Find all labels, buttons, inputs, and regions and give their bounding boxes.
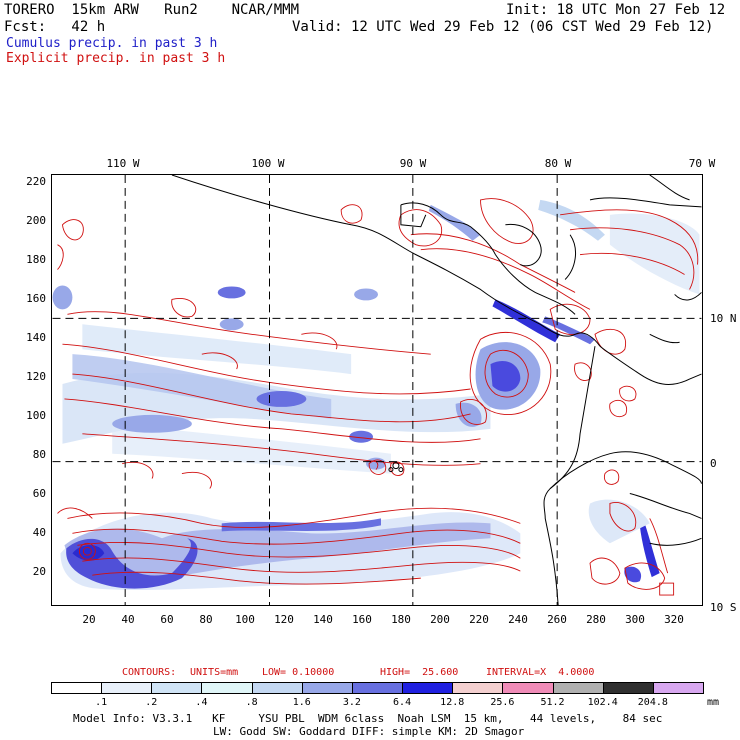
- y-tick-label: 180: [26, 253, 46, 266]
- y-tick-label: 40: [32, 526, 46, 539]
- header-valid-time: Valid: 12 UTC Wed 29 Feb 12 (06 CST Wed …: [292, 19, 714, 35]
- header-forecast-hour: Fcst: 42 h: [4, 19, 106, 35]
- colorbar-label: .8: [245, 697, 258, 708]
- lon-label: 70 W: [688, 157, 716, 170]
- colorbar-swatch: [201, 682, 253, 694]
- lon-label: 110 W: [106, 157, 140, 170]
- colorbar-swatch: [552, 682, 604, 694]
- colorbar-swatch: [652, 682, 704, 694]
- colorbar-label: 6.4: [393, 697, 412, 708]
- header-model-run: TORERO 15km ARW Run2 NCAR/MMM: [4, 2, 300, 18]
- precip-map: [51, 174, 703, 606]
- colorbar-label: 102.4: [587, 697, 618, 708]
- x-tick-label: 20: [82, 613, 96, 626]
- colorbar-label: .4: [195, 697, 208, 708]
- colorbar-swatch: [602, 682, 654, 694]
- x-tick-label: 260: [547, 613, 567, 626]
- x-tick-label: 220: [469, 613, 489, 626]
- footer-physics-info: LW: Godd SW: Goddard DIFF: simple KM: 2D…: [213, 725, 525, 738]
- x-tick-label: 40: [121, 613, 135, 626]
- colorbar-label: .1: [95, 697, 108, 708]
- lat-label: 10 N: [710, 312, 737, 325]
- x-tick-label: 200: [430, 613, 450, 626]
- x-tick-label: 60: [160, 613, 174, 626]
- colorbar-label: 51.2: [540, 697, 565, 708]
- legend-explicit-precip: Explicit precip. in past 3 h: [6, 51, 226, 66]
- coastlines: [171, 175, 702, 605]
- x-tick-label: 120: [274, 613, 294, 626]
- y-tick-label: 220: [26, 175, 46, 188]
- y-tick-label: 80: [32, 448, 46, 461]
- contours-high: HIGH= 25.600: [380, 667, 459, 678]
- lon-label: 80 W: [544, 157, 572, 170]
- colorbar-swatch: [151, 682, 203, 694]
- y-tick-label: 120: [26, 370, 46, 383]
- contours-label: CONTOURS:: [122, 667, 177, 678]
- x-tick-label: 240: [508, 613, 528, 626]
- x-tick-label: 160: [352, 613, 372, 626]
- colorbar-swatch: [502, 682, 554, 694]
- contours-units: UNITS=mm: [190, 667, 239, 678]
- y-tick-label: 200: [26, 214, 46, 227]
- y-tick-label: 20: [32, 565, 46, 578]
- lon-label: 100 W: [251, 157, 285, 170]
- lon-label: 90 W: [399, 157, 427, 170]
- colorbar-swatch: [402, 682, 454, 694]
- explicit-precip-contours: [57, 198, 699, 596]
- lat-label: 10 S: [710, 601, 737, 614]
- contours-interval: INTERVAL=X 4.0000: [486, 667, 595, 678]
- colorbar-swatch: [452, 682, 504, 694]
- legend-cumulus-precip: Cumulus precip. in past 3 h: [6, 36, 218, 51]
- footer-model-info: Model Info: V3.3.1 KF YSU PBL WDM 6class…: [73, 712, 663, 725]
- colorbar-swatch: [251, 682, 303, 694]
- colorbar-label: 3.2: [342, 697, 361, 708]
- x-tick-label: 280: [586, 613, 606, 626]
- colorbar-swatch: [351, 682, 404, 694]
- colorbar-label: 204.8: [637, 697, 668, 708]
- colorbar-label: 25.6: [490, 697, 515, 708]
- colorbar-label: .2: [145, 697, 158, 708]
- x-tick-label: 80: [199, 613, 213, 626]
- colorbar-swatch: [301, 682, 353, 694]
- y-tick-label: 60: [32, 487, 46, 500]
- y-tick-label: 160: [26, 292, 46, 305]
- colorbar-unit: mm: [707, 697, 720, 708]
- x-tick-label: 140: [313, 613, 333, 626]
- y-tick-label: 140: [26, 331, 46, 344]
- header-init-time: Init: 18 UTC Mon 27 Feb 12: [506, 2, 726, 18]
- lat-label: 0: [710, 457, 717, 470]
- x-tick-label: 320: [664, 613, 684, 626]
- contours-low: LOW= 0.10000: [262, 667, 335, 678]
- colorbar-label: 12.8: [440, 697, 465, 708]
- colorbar-swatch: [51, 682, 103, 694]
- x-tick-label: 300: [625, 613, 645, 626]
- colorbar-swatch: [101, 682, 153, 694]
- colorbar-label: 1.6: [292, 697, 311, 708]
- cumulus-precip-field: [52, 199, 700, 591]
- x-tick-label: 100: [235, 613, 255, 626]
- x-tick-label: 180: [391, 613, 411, 626]
- latlon-grid: [52, 175, 702, 605]
- y-tick-label: 100: [26, 409, 46, 422]
